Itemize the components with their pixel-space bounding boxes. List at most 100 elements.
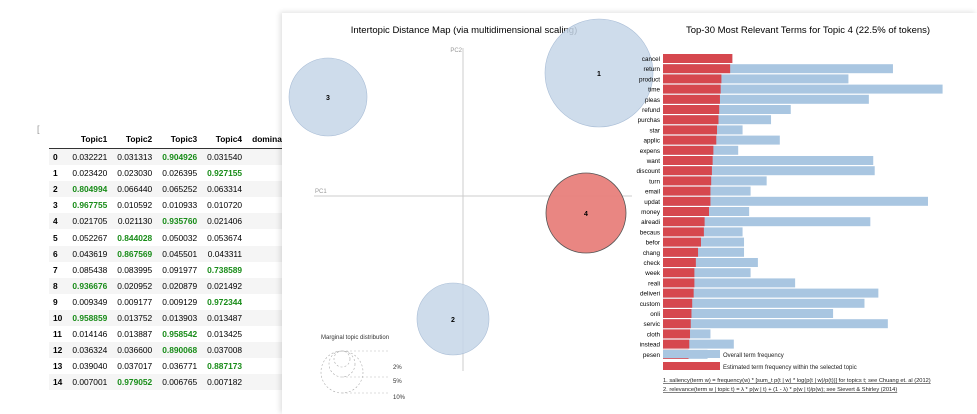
- term-row[interactable]: check: [644, 258, 758, 267]
- cell-topic1: 0.023420: [72, 168, 108, 179]
- term-label[interactable]: applic: [644, 138, 660, 145]
- overall-frequency-bar: [663, 166, 875, 176]
- output-marker: [: [37, 124, 40, 134]
- topic-circle-3[interactable]: 3: [288, 57, 368, 137]
- term-label[interactable]: email: [645, 189, 660, 196]
- legend-topic-swatch: [663, 362, 720, 370]
- term-label[interactable]: deliveri: [640, 291, 660, 298]
- term-row[interactable]: becaus: [640, 227, 743, 237]
- term-bars: cancel return product time pleas refund purcha…: [637, 54, 943, 359]
- topic-circle-4-shape[interactable]: [545, 172, 627, 254]
- topic-circle-1-shape[interactable]: [544, 18, 654, 128]
- topic-circle-4[interactable]: 4: [545, 172, 627, 254]
- cell-topic4: 0.063314: [202, 181, 248, 198]
- term-label[interactable]: discount: [637, 168, 661, 175]
- term-label[interactable]: turn: [649, 178, 660, 185]
- term-label[interactable]: product: [639, 76, 660, 83]
- term-row[interactable]: alreadi: [641, 217, 871, 227]
- term-label[interactable]: onli: [650, 311, 660, 318]
- topic-circle-1[interactable]: 1: [544, 18, 654, 128]
- cell-topic2: 0.036600: [112, 342, 158, 359]
- term-row[interactable]: updat: [644, 196, 928, 206]
- term-row[interactable]: week: [644, 268, 751, 278]
- pc1-label: PC1: [315, 189, 327, 195]
- term-row[interactable]: cloth: [647, 329, 711, 339]
- term-row[interactable]: chang: [643, 247, 745, 257]
- term-label[interactable]: reali: [648, 280, 660, 287]
- term-row[interactable]: email: [645, 186, 751, 196]
- term-label[interactable]: refund: [642, 107, 660, 114]
- term-label[interactable]: check: [644, 260, 661, 267]
- cell-topic4: 0.010720: [207, 200, 243, 211]
- term-row[interactable]: pleas: [645, 94, 869, 104]
- term-row[interactable]: time: [648, 84, 943, 94]
- term-label[interactable]: expens: [640, 148, 660, 155]
- term-row[interactable]: return: [644, 64, 893, 74]
- term-label[interactable]: time: [648, 87, 660, 94]
- term-row[interactable]: onli: [650, 309, 834, 318]
- row-index: 10: [49, 309, 68, 327]
- topic-circle-2-shape[interactable]: [416, 282, 490, 356]
- topic-frequency-bar: [663, 115, 719, 125]
- marginal-topic-distribution: Marginal topic distribution 2% 5% 10%: [320, 335, 406, 401]
- topic-circle-2[interactable]: 2: [416, 282, 490, 356]
- term-row[interactable]: expens: [640, 145, 739, 155]
- lda-visualization: Intertopic Distance Map (via multidimens…: [282, 13, 977, 414]
- term-label[interactable]: return: [644, 66, 661, 73]
- term-row[interactable]: applic: [644, 135, 780, 145]
- cell-topic4: 0.013425: [207, 329, 243, 340]
- term-row[interactable]: product: [639, 74, 849, 84]
- term-row[interactable]: deliveri: [640, 288, 879, 298]
- topic-circle-3-shape[interactable]: [288, 57, 368, 137]
- row-index: 13: [53, 361, 63, 372]
- term-label[interactable]: cloth: [647, 331, 661, 338]
- term-row[interactable]: cancel: [642, 54, 733, 63]
- overall-frequency-bar: [663, 247, 745, 257]
- cell-topic2: 0.031313: [112, 148, 158, 166]
- term-label[interactable]: pesen: [643, 352, 661, 359]
- col-header-topic2: Topic2: [112, 131, 158, 149]
- term-row[interactable]: turn: [649, 176, 767, 186]
- overall-frequency-bar: [663, 268, 751, 278]
- term-label[interactable]: star: [650, 127, 661, 134]
- term-row[interactable]: reali: [648, 278, 796, 288]
- row-index: 6: [49, 245, 68, 262]
- term-row[interactable]: refund: [642, 105, 791, 114]
- ldavis-canvas: Intertopic Distance Map (via multidimens…: [288, 18, 943, 401]
- topic-frequency-bar: [663, 145, 714, 155]
- term-row[interactable]: star: [650, 125, 743, 135]
- term-label[interactable]: cancel: [642, 56, 660, 63]
- term-row[interactable]: instead: [640, 339, 734, 349]
- term-row[interactable]: want: [646, 156, 874, 165]
- term-row[interactable]: purchas: [638, 115, 772, 125]
- term-row[interactable]: servic: [644, 319, 888, 329]
- term-label[interactable]: befor: [646, 240, 660, 247]
- overall-frequency-bar: [663, 196, 928, 206]
- term-label[interactable]: purchas: [638, 117, 660, 124]
- term-row[interactable]: befor: [646, 237, 745, 247]
- row-index: 12: [49, 342, 68, 359]
- term-label[interactable]: pleas: [645, 97, 660, 104]
- term-label[interactable]: becaus: [640, 229, 660, 236]
- cell-topic3: 0.904926: [157, 148, 203, 166]
- term-row[interactable]: custom: [640, 298, 865, 308]
- topic-circle-1-label: 1: [597, 71, 601, 78]
- term-label[interactable]: servic: [644, 321, 660, 328]
- term-label[interactable]: alreadi: [641, 219, 660, 226]
- overall-frequency-bar: [663, 288, 879, 298]
- row-index: 11: [53, 329, 62, 340]
- term-label[interactable]: instead: [640, 342, 661, 349]
- term-label[interactable]: chang: [643, 250, 661, 257]
- term-label[interactable]: week: [644, 270, 661, 277]
- topic-frequency-bar: [663, 258, 696, 267]
- term-label[interactable]: want: [646, 158, 661, 165]
- term-row[interactable]: discount: [637, 166, 875, 176]
- term-row[interactable]: money: [641, 207, 750, 216]
- term-label[interactable]: custom: [640, 301, 660, 308]
- overall-frequency-bar: [663, 217, 871, 227]
- term-label[interactable]: money: [641, 209, 661, 216]
- cell-topic3: 0.036771: [162, 361, 198, 372]
- term-label[interactable]: updat: [644, 199, 660, 206]
